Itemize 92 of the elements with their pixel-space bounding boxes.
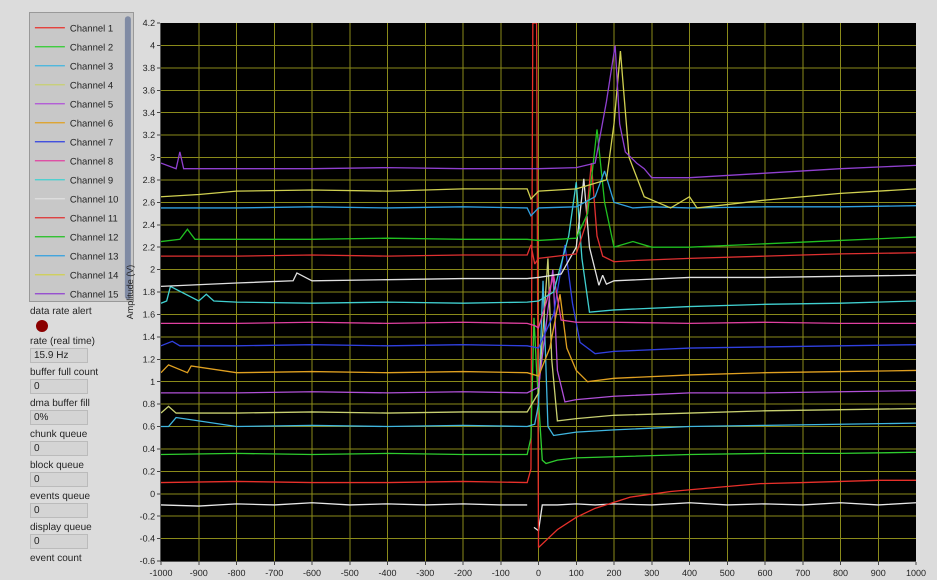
x-tick-label: 700: [795, 568, 810, 578]
line-series: [161, 317, 916, 464]
y-tick-label: 1.4: [142, 332, 156, 342]
text-field: 0: [30, 534, 88, 549]
legend-label: Channel 5: [70, 99, 114, 110]
x-tick-label: 500: [720, 568, 735, 578]
text-field: 0: [30, 472, 88, 487]
x-tick-label: 400: [682, 568, 698, 578]
y-tick-label: 2: [150, 264, 156, 275]
legend-label: Channel 15: [70, 289, 118, 300]
x-tick-label: -800: [227, 568, 246, 578]
y-tick-label: 1.8: [142, 287, 156, 298]
text: event count: [30, 553, 83, 564]
text-field: 0: [30, 503, 88, 518]
x-tick-label: 200: [606, 568, 622, 578]
legend-label: Channel 10: [70, 194, 118, 206]
text-field: 15.9 Hz: [30, 348, 88, 363]
line-series: [161, 268, 916, 402]
text: data rate alert: [30, 306, 93, 317]
text-field: 0%: [30, 410, 88, 425]
line-series: [161, 23, 916, 548]
text: rate (real time): [30, 336, 96, 347]
line-series: [161, 274, 916, 329]
y-tick-label: 2.2: [142, 242, 156, 252]
x-tick-label: -300: [416, 568, 434, 578]
x-tick-label: -700: [265, 568, 284, 578]
x-tick-label: -600: [302, 568, 322, 578]
text: dma buffer fill: [30, 398, 91, 409]
legend-label: Channel 14: [70, 270, 118, 282]
legend-label: Channel 8: [70, 156, 114, 168]
text-field: 0: [30, 379, 88, 394]
legend-label: Channel 7: [70, 137, 114, 148]
x-tick-label: 800: [832, 568, 848, 578]
line-series: [161, 178, 916, 288]
x-tick-label: 1000: [906, 568, 926, 578]
legend-label: Channel 6: [70, 118, 114, 130]
text-field: 0: [30, 441, 88, 456]
line-series: [161, 44, 916, 178]
x-tick-label: -500: [340, 568, 359, 578]
y-tick-label: 3: [150, 152, 156, 163]
y-tick-label: -0.2: [140, 511, 156, 522]
x-tick-label: 900: [870, 568, 886, 578]
y-tick-label: 1.6: [142, 310, 156, 320]
legend-label: Channel 4: [70, 80, 114, 92]
x-tick-label: 600: [757, 568, 773, 578]
x-tick-label: 300: [644, 568, 660, 578]
y-tick-label: -0.4: [140, 534, 156, 544]
y-axis-title: Amplitude (V): [125, 264, 136, 320]
y-tick-label: 0: [150, 488, 156, 499]
x-tick-label: -100: [492, 568, 510, 578]
y-tick-label: 2.8: [142, 175, 156, 186]
line-series: [161, 182, 916, 313]
legend-label: Channel 1: [70, 23, 114, 34]
y-tick-label: 4: [150, 40, 156, 51]
line-series: [161, 294, 916, 382]
x-tick-label: -400: [378, 568, 397, 578]
y-tick-label: 0.4: [142, 444, 156, 454]
y-tick-label: 1.2: [142, 354, 156, 364]
text: buffer full count: [30, 367, 100, 378]
legend-label: Channel 11: [70, 213, 118, 224]
legend-label: Channel 13: [70, 251, 118, 262]
x-tick-label: -200: [454, 568, 472, 578]
y-tick-label: 3.8: [142, 62, 156, 73]
y-tick-label: 0.8: [142, 399, 156, 410]
line-series: [161, 50, 916, 209]
text: events queue: [30, 491, 92, 502]
y-tick-label: 3.2: [142, 130, 156, 140]
y-tick-label: 3.6: [142, 85, 156, 96]
y-tick-label: 1: [150, 376, 156, 387]
y-tick-label: 4.2: [142, 18, 156, 28]
y-tick-label: 0.6: [142, 422, 156, 432]
y-tick-label: -0.6: [140, 556, 156, 566]
text: block queue: [30, 460, 85, 471]
y-tick-label: 2.4: [142, 220, 156, 230]
x-tick-label: -1000: [149, 568, 173, 578]
legend-label: Channel 2: [70, 42, 114, 54]
line-series: [161, 170, 916, 216]
x-tick-label: 100: [568, 568, 584, 578]
line-series: [161, 244, 916, 354]
legend-label: Channel 9: [70, 175, 114, 186]
y-tick-label: 3.4: [142, 108, 156, 118]
x-tick-label: -900: [190, 568, 208, 578]
line-series: [161, 128, 916, 248]
line-series: [161, 280, 916, 436]
text: display queue: [30, 522, 93, 533]
text: chunk queue: [30, 429, 88, 440]
y-tick-label: 0.2: [142, 466, 156, 476]
legend-label: Channel 12: [70, 232, 118, 244]
y-tick-label: 2.6: [142, 197, 156, 208]
x-tick-label: 0: [536, 568, 542, 578]
line-series: [161, 258, 916, 422]
legend-label: Channel 3: [70, 61, 114, 72]
